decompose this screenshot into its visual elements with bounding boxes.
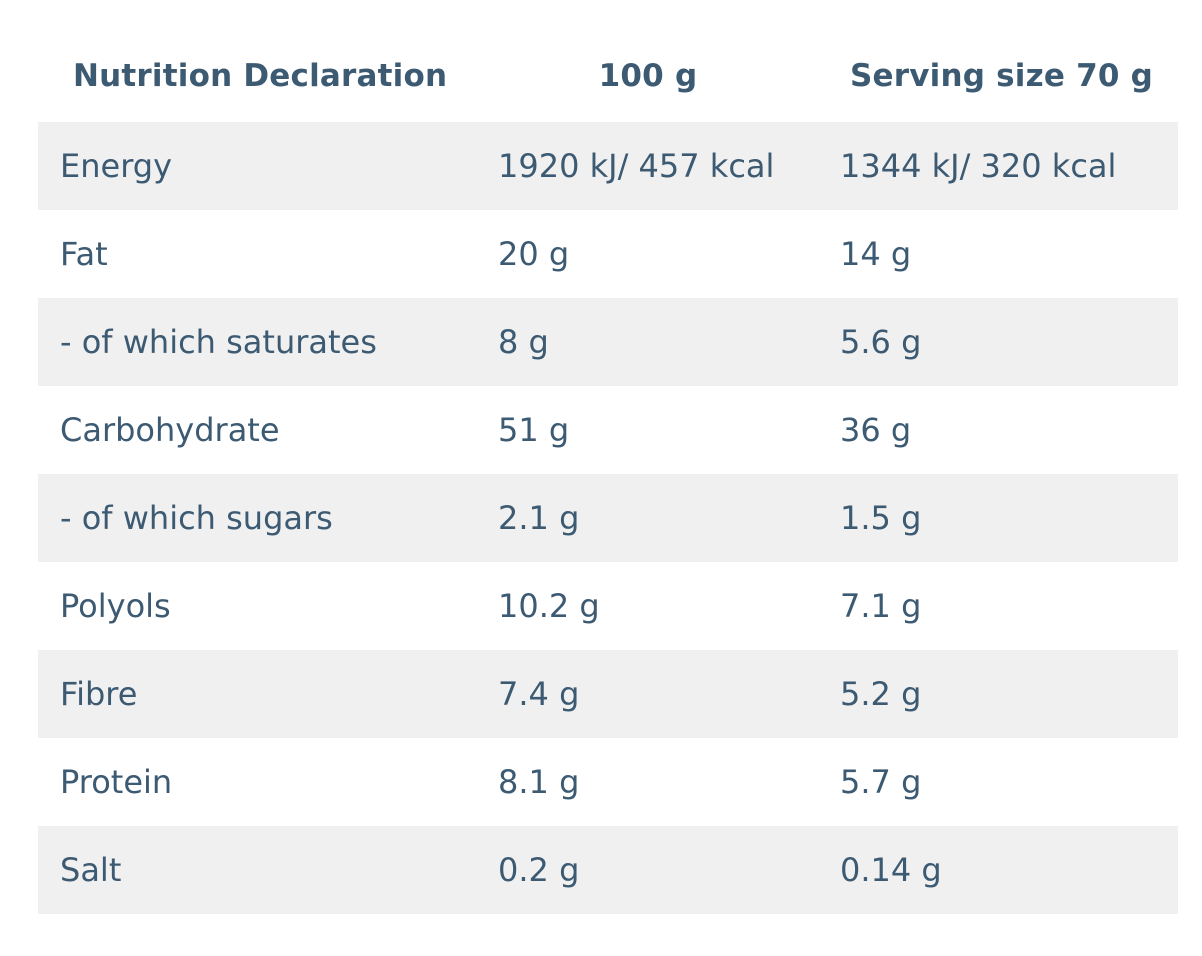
table-row: Energy 1920 kJ/ 457 kcal 1344 kJ/ 320 kc… <box>38 122 1178 210</box>
nutrition-table: Nutrition Declaration 100 g Serving size… <box>38 32 1178 914</box>
value-per-100g: 51 g <box>498 411 570 449</box>
value-per-100g: 1920 kJ/ 457 kcal <box>498 147 775 185</box>
value-per-serving: 5.2 g <box>840 675 922 713</box>
nutrient-name: Salt <box>60 851 122 889</box>
nutrient-name: Protein <box>60 763 173 801</box>
table-row: Polyols 10.2 g 7.1 g <box>38 562 1178 650</box>
value-per-serving: 7.1 g <box>840 587 922 625</box>
value-per-100g: 0.2 g <box>498 851 580 889</box>
nutrient-name: - of which saturates <box>60 323 377 361</box>
header-per-100g: 100 g <box>598 58 698 94</box>
value-per-100g: 8 g <box>498 323 549 361</box>
value-per-100g: 20 g <box>498 235 570 273</box>
value-per-serving: 0.14 g <box>840 851 942 889</box>
table-row: Fat 20 g 14 g <box>38 210 1178 298</box>
value-per-serving: 5.7 g <box>840 763 922 801</box>
header-serving-size: Serving size 70 g <box>850 58 1153 94</box>
value-per-100g: 10.2 g <box>498 587 600 625</box>
table-row: Fibre 7.4 g 5.2 g <box>38 650 1178 738</box>
nutrient-name: - of which sugars <box>60 499 333 537</box>
header-nutrition-declaration: Nutrition Declaration <box>73 58 448 94</box>
value-per-serving: 1344 kJ/ 320 kcal <box>840 147 1117 185</box>
value-per-serving: 1.5 g <box>840 499 922 537</box>
table-row: Salt 0.2 g 0.14 g <box>38 826 1178 914</box>
table-row: - of which sugars 2.1 g 1.5 g <box>38 474 1178 562</box>
nutrient-name: Energy <box>60 147 173 185</box>
nutrient-name: Polyols <box>60 587 171 625</box>
table-row: Protein 8.1 g 5.7 g <box>38 738 1178 826</box>
table-header-row: Nutrition Declaration 100 g Serving size… <box>38 32 1178 122</box>
value-per-serving: 5.6 g <box>840 323 922 361</box>
value-per-100g: 8.1 g <box>498 763 580 801</box>
nutrient-name: Fibre <box>60 675 138 713</box>
table-row: - of which saturates 8 g 5.6 g <box>38 298 1178 386</box>
nutrient-name: Fat <box>60 235 108 273</box>
value-per-serving: 36 g <box>840 411 912 449</box>
nutrient-name: Carbohydrate <box>60 411 280 449</box>
value-per-100g: 2.1 g <box>498 499 580 537</box>
value-per-100g: 7.4 g <box>498 675 580 713</box>
value-per-serving: 14 g <box>840 235 912 273</box>
table-row: Carbohydrate 51 g 36 g <box>38 386 1178 474</box>
